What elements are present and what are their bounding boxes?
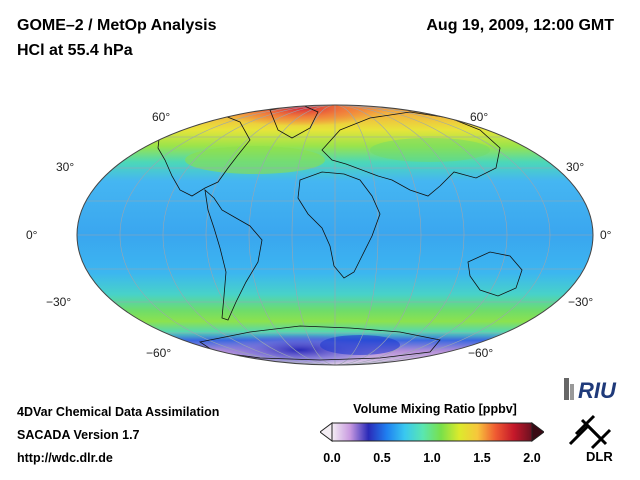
- colorbar-low-arrow: [320, 422, 333, 442]
- footer-url: http://wdc.dlr.de: [17, 451, 113, 465]
- lat-label-left-0: 0°: [26, 228, 38, 242]
- lat-label-right-0: 0°: [600, 228, 612, 242]
- riu-bar-icon-2: [570, 384, 574, 400]
- colorbar-title: Volume Mixing Ratio [ppbv]: [353, 402, 517, 416]
- title-line-2: HCl at 55.4 hPa: [17, 42, 133, 59]
- title-line-1: GOME–2 / MetOp Analysis: [17, 17, 217, 34]
- lat-label-right-60s: −60°: [468, 346, 494, 360]
- footer-line-1: 4DVar Chemical Data Assimilation: [17, 405, 220, 419]
- graticule: [77, 105, 593, 365]
- lat-label-left-60n: 60°: [152, 110, 171, 124]
- riu-logo: RIU: [564, 378, 617, 403]
- map-border: [76, 104, 594, 366]
- colorbar-tick-0: 0.0: [323, 451, 341, 465]
- dlr-logo-text: DLR: [586, 449, 613, 464]
- colorbar: [320, 422, 544, 442]
- riu-bar-icon: [564, 378, 569, 400]
- lat-label-left-30n: 30°: [56, 160, 75, 174]
- colorbar-tick-1: 0.5: [373, 451, 391, 465]
- colorbar-ramp: [331, 422, 533, 442]
- analysis-datetime: Aug 19, 2009, 12:00 GMT: [426, 17, 614, 34]
- lat-label-right-30s: −30°: [568, 295, 594, 309]
- lat-label-left-30s: −30°: [46, 295, 72, 309]
- footer-line-2: SACADA Version 1.7: [17, 428, 140, 442]
- colorbar-high-arrow: [531, 422, 544, 442]
- dlr-logo-icon: [568, 414, 612, 450]
- world-map: [76, 104, 594, 366]
- colorbar-tick-2: 1.0: [423, 451, 441, 465]
- colorbar-tick-4: 2.0: [523, 451, 541, 465]
- riu-logo-text: RIU: [578, 378, 617, 403]
- lat-label-right-60n: 60°: [470, 110, 489, 124]
- lat-label-left-60s: −60°: [146, 346, 172, 360]
- colorbar-tick-3: 1.5: [473, 451, 491, 465]
- lat-label-right-30n: 30°: [566, 160, 585, 174]
